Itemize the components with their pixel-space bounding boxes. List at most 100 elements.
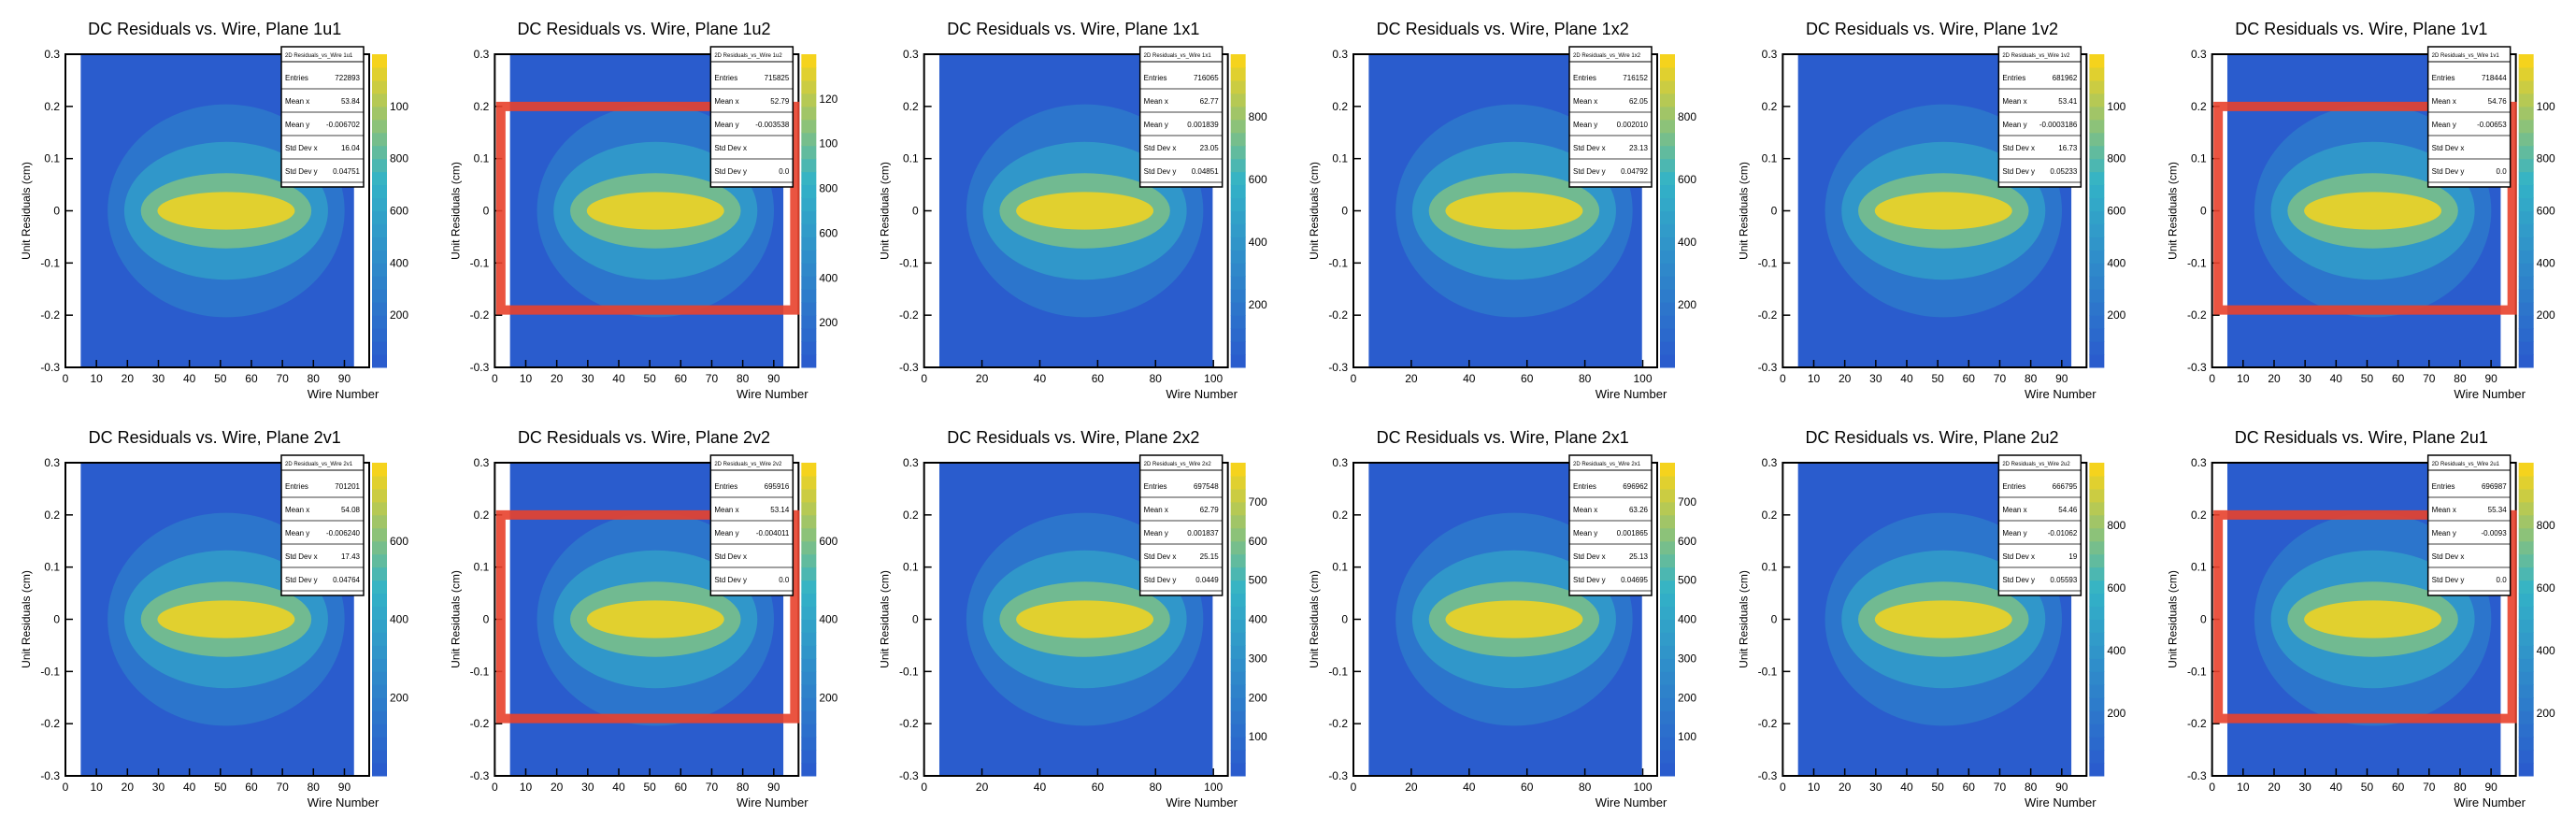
y-tick-label: -0.3: [40, 769, 60, 782]
y-tick-label: 0.1: [44, 152, 60, 165]
x-tick-label: 90: [2484, 781, 2497, 794]
y-tick-label: 0.3: [903, 456, 919, 469]
stats-value: 681962: [2053, 74, 2078, 82]
x-tick-label: 80: [1579, 372, 1592, 385]
color-scale-label: 500: [1249, 574, 1267, 587]
color-scale-step: [801, 79, 817, 94]
color-scale-step: [1230, 580, 1246, 595]
color-scale-step: [801, 527, 817, 542]
color-scale-step: [2089, 184, 2105, 199]
color-scale-label: 700: [1678, 495, 1696, 509]
stats-value: 0.04792: [1621, 167, 1648, 176]
x-tick-label: 40: [1463, 781, 1476, 794]
stats-box-title: 2D Residuals_vs_Wire 1x2: [1573, 53, 1641, 59]
stats-box: [709, 454, 794, 596]
color-scale-step: [801, 289, 817, 303]
color-scale-step: [1660, 354, 1675, 368]
x-tick-label: 30: [152, 781, 165, 794]
x-tick-label: 30: [152, 372, 165, 385]
x-tick-label: 50: [2361, 781, 2374, 794]
color-scale-step: [1660, 223, 1675, 237]
color-scale-step: [2089, 763, 2105, 777]
y-tick-label: -0.3: [2187, 769, 2207, 782]
x-tick-label: 70: [706, 372, 719, 385]
color-scale-step: [2089, 580, 2105, 595]
heatmap-sparse-edge: [923, 463, 939, 776]
color-scale-step: [372, 763, 387, 777]
color-scale-step: [801, 171, 817, 186]
y-tick-label: 0.2: [1332, 100, 1348, 113]
color-scale-step: [372, 593, 387, 608]
stats-box-title: 2D Residuals_vs_Wire 1u1: [285, 53, 353, 59]
x-tick-label: 50: [1931, 372, 1944, 385]
color-scale-step: [2089, 302, 2105, 316]
x-tick-label: 70: [2423, 781, 2436, 794]
stats-label: Mean y: [714, 529, 738, 538]
color-scale-step: [801, 328, 817, 342]
stats-value: 62.05: [1629, 97, 1649, 106]
color-scale-step: [1230, 710, 1246, 724]
color-scale-step: [801, 315, 817, 329]
stats-label: Entries: [285, 74, 308, 82]
color-scale-step: [1660, 488, 1675, 503]
x-tick-label: 50: [214, 781, 227, 794]
y-tick-label: -0.2: [2187, 717, 2207, 730]
color-scale-step: [801, 580, 817, 595]
color-scale-step: [1660, 315, 1675, 329]
color-scale-step: [1230, 54, 1246, 68]
stats-value: 0.002010: [1617, 121, 1649, 129]
color-scale-step: [372, 566, 387, 581]
stats-value: 0.0: [779, 167, 790, 176]
x-tick-label: 40: [2330, 372, 2343, 385]
y-tick-label: 0.3: [474, 456, 490, 469]
x-tick-label: 60: [2392, 372, 2405, 385]
y-tick-label: 0.1: [903, 152, 919, 165]
stats-value: 54.46: [2058, 506, 2078, 514]
stats-label: Std Dev x: [285, 144, 318, 152]
y-tick-label: -0.1: [2187, 665, 2207, 678]
color-scale-step: [1230, 684, 1246, 698]
chart-panel-8: DC Residuals vs. Wire, Plane 2v2 0 10 20 30 4…: [449, 428, 837, 810]
color-scale-step: [2518, 184, 2534, 199]
chart-title: DC Residuals vs. Wire, Plane 1x2: [1377, 20, 1629, 38]
y-tick-label: -0.2: [1328, 308, 1348, 322]
color-scale-step: [1660, 540, 1675, 555]
x-tick-label: 30: [581, 372, 594, 385]
x-tick-label: 10: [90, 372, 103, 385]
y-axis-label: Unit Residuals (cm): [879, 570, 892, 668]
stats-value: 53.41: [2058, 97, 2078, 106]
color-scale-step: [1660, 475, 1675, 490]
color-scale-label: 100: [819, 137, 837, 150]
chart-panel-12: DC Residuals vs. Wire, Plane 2u1 0 10 20 30 4…: [2167, 428, 2555, 810]
stats-label: Entries: [714, 74, 737, 82]
x-tick-label: 30: [581, 781, 594, 794]
y-tick-label: -0.1: [1758, 256, 1778, 269]
stats-label: Mean y: [714, 121, 738, 129]
color-scale-step: [1230, 593, 1246, 608]
color-scale-step: [801, 197, 817, 211]
heatmap-density-band: [1445, 192, 1583, 230]
stats-value: 701201: [335, 482, 360, 491]
color-scale-step: [1660, 645, 1675, 659]
stats-label: Std Dev y: [2432, 167, 2465, 176]
stats-value: 19: [2068, 552, 2077, 561]
chart-panel-9: DC Residuals vs. Wire, Plane 2x2 0 20 40 60 8…: [879, 428, 1267, 810]
color-scale-step: [1660, 66, 1675, 81]
stats-box: [1138, 454, 1224, 596]
stats-label: Std Dev x: [714, 552, 747, 561]
color-scale-step: [1660, 737, 1675, 751]
color-scale-step: [1230, 184, 1246, 199]
heatmap-density-band: [157, 600, 295, 638]
color-scale-step: [2089, 463, 2105, 477]
chart-title: DC Residuals vs. Wire, Plane 1v1: [2235, 20, 2487, 38]
stats-label: Std Dev x: [1573, 552, 1606, 561]
heatmap-density-band: [586, 192, 724, 230]
color-scale-step: [372, 645, 387, 659]
color-scale-step: [1230, 724, 1246, 738]
y-tick-label: 0.3: [1762, 456, 1778, 469]
stats-value: 0.001837: [1187, 529, 1219, 538]
y-tick-label: -0.1: [1328, 256, 1348, 269]
color-scale-step: [2518, 289, 2534, 303]
stats-value: 0.04851: [1192, 167, 1219, 176]
color-scale-step: [372, 463, 387, 477]
